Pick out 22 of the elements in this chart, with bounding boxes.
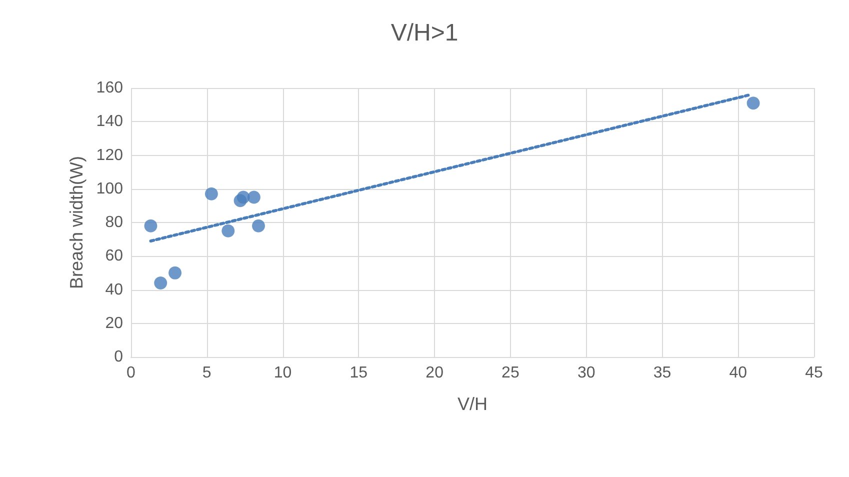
y-tick-label: 60 [105, 248, 124, 265]
y-tick-label: 120 [96, 146, 124, 164]
y-tick-label: 100 [96, 180, 124, 198]
x-tick-label: 15 [350, 364, 368, 382]
x-tick-label: 0 [126, 364, 136, 382]
y-tick-label: 20 [105, 314, 124, 332]
y-tick-label: 40 [105, 281, 124, 298]
x-tick-label: 45 [805, 364, 823, 382]
x-tick-label: 35 [653, 364, 672, 382]
y-tick-label: 160 [96, 80, 124, 96]
x-tick-label: 10 [274, 364, 292, 382]
x-tick-label: 20 [426, 364, 444, 382]
x-axis-title: V/H [457, 394, 488, 414]
y-axis-title: Breach width(W) [66, 156, 86, 290]
x-tick-label: 30 [577, 364, 596, 382]
chart-title: V/H>1 [390, 20, 458, 46]
x-tick-label: 40 [729, 364, 748, 382]
y-tick-label: 80 [105, 214, 124, 231]
x-tick-label: 5 [202, 364, 212, 382]
y-tick-label: 0 [114, 348, 124, 366]
x-tick-label: 25 [502, 364, 520, 382]
y-tick-label: 140 [96, 113, 124, 130]
